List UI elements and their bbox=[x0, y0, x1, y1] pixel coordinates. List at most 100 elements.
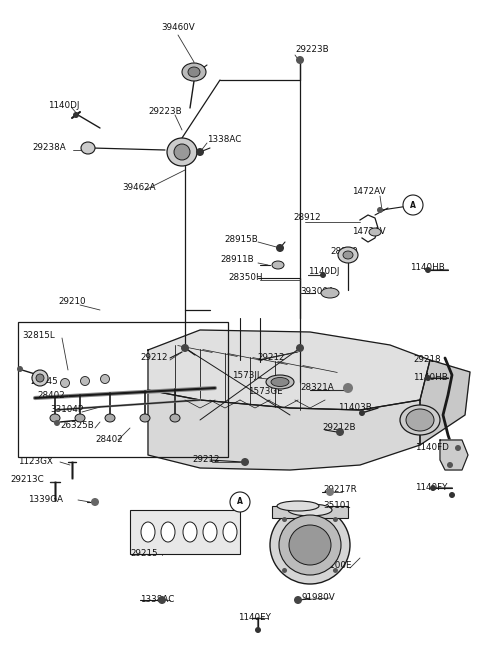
Ellipse shape bbox=[75, 414, 85, 422]
Circle shape bbox=[336, 428, 344, 436]
Ellipse shape bbox=[289, 525, 331, 565]
Ellipse shape bbox=[182, 63, 206, 81]
Text: 1140DJ: 1140DJ bbox=[48, 100, 79, 109]
Circle shape bbox=[230, 492, 250, 512]
Circle shape bbox=[17, 366, 23, 372]
Text: 28912: 28912 bbox=[293, 214, 321, 223]
Text: 1140HB: 1140HB bbox=[413, 373, 448, 383]
Circle shape bbox=[425, 267, 431, 273]
Text: 11403B: 11403B bbox=[338, 403, 372, 413]
Ellipse shape bbox=[60, 379, 70, 388]
Ellipse shape bbox=[100, 375, 109, 383]
Ellipse shape bbox=[161, 522, 175, 542]
Ellipse shape bbox=[81, 377, 89, 386]
Text: 29223B: 29223B bbox=[148, 107, 181, 117]
Circle shape bbox=[282, 517, 287, 522]
Circle shape bbox=[296, 344, 304, 352]
Text: 28350H: 28350H bbox=[228, 274, 263, 282]
Ellipse shape bbox=[343, 251, 353, 259]
Polygon shape bbox=[148, 330, 430, 410]
Text: 1338AC: 1338AC bbox=[207, 136, 241, 145]
Circle shape bbox=[158, 596, 166, 604]
Ellipse shape bbox=[36, 374, 44, 382]
Ellipse shape bbox=[272, 261, 284, 269]
Circle shape bbox=[320, 272, 326, 278]
Circle shape bbox=[333, 517, 338, 522]
Circle shape bbox=[343, 383, 353, 393]
Text: 33104P: 33104P bbox=[50, 405, 83, 415]
Text: 39460V: 39460V bbox=[161, 24, 195, 33]
Text: 28402: 28402 bbox=[95, 436, 123, 445]
Text: 35100E: 35100E bbox=[318, 561, 351, 571]
Ellipse shape bbox=[270, 506, 350, 584]
Ellipse shape bbox=[271, 377, 289, 386]
Circle shape bbox=[196, 148, 204, 156]
Ellipse shape bbox=[170, 414, 180, 422]
Circle shape bbox=[54, 420, 60, 426]
Ellipse shape bbox=[277, 501, 319, 511]
Text: 1472AV: 1472AV bbox=[352, 227, 385, 236]
Text: 29210: 29210 bbox=[58, 297, 85, 307]
Text: 32815L: 32815L bbox=[22, 331, 55, 339]
Ellipse shape bbox=[188, 67, 200, 77]
Text: 1338AC: 1338AC bbox=[140, 595, 174, 605]
Text: 1339GA: 1339GA bbox=[28, 495, 63, 504]
Text: 29212: 29212 bbox=[192, 455, 219, 464]
Text: 29218: 29218 bbox=[413, 356, 441, 364]
Text: 1140FY: 1140FY bbox=[415, 483, 447, 493]
Ellipse shape bbox=[266, 375, 294, 389]
Ellipse shape bbox=[140, 414, 150, 422]
Circle shape bbox=[294, 596, 302, 604]
Text: 26325B: 26325B bbox=[60, 421, 94, 430]
Text: 1573JL: 1573JL bbox=[232, 371, 262, 381]
Ellipse shape bbox=[81, 142, 95, 154]
Circle shape bbox=[276, 244, 284, 252]
Text: A: A bbox=[237, 498, 243, 506]
Text: 1140HB: 1140HB bbox=[410, 263, 445, 272]
Bar bbox=[272, 506, 348, 518]
Circle shape bbox=[455, 445, 461, 451]
Ellipse shape bbox=[141, 522, 155, 542]
Ellipse shape bbox=[223, 522, 237, 542]
Text: 29215: 29215 bbox=[130, 550, 157, 559]
Text: 1140FD: 1140FD bbox=[415, 443, 449, 453]
Ellipse shape bbox=[279, 515, 341, 575]
Text: 29213C: 29213C bbox=[10, 476, 44, 485]
Ellipse shape bbox=[400, 405, 440, 435]
Text: 28910: 28910 bbox=[330, 248, 358, 257]
Ellipse shape bbox=[174, 144, 190, 160]
Circle shape bbox=[73, 112, 79, 118]
Polygon shape bbox=[420, 360, 470, 445]
Ellipse shape bbox=[321, 288, 339, 298]
Ellipse shape bbox=[105, 414, 115, 422]
Ellipse shape bbox=[406, 409, 434, 431]
Bar bbox=[130, 510, 240, 554]
Ellipse shape bbox=[338, 247, 358, 263]
Text: 28915B: 28915B bbox=[224, 236, 258, 244]
Text: 35101: 35101 bbox=[323, 502, 351, 510]
Text: 29212: 29212 bbox=[257, 354, 285, 362]
Text: 28402: 28402 bbox=[37, 392, 65, 400]
Polygon shape bbox=[148, 390, 420, 470]
Circle shape bbox=[296, 56, 304, 64]
Circle shape bbox=[449, 492, 455, 498]
Ellipse shape bbox=[203, 522, 217, 542]
Circle shape bbox=[430, 485, 436, 491]
Polygon shape bbox=[440, 440, 468, 470]
Circle shape bbox=[326, 488, 334, 496]
Text: 29238A: 29238A bbox=[32, 143, 66, 153]
Text: 28911B: 28911B bbox=[220, 255, 253, 265]
Circle shape bbox=[359, 410, 365, 416]
Circle shape bbox=[425, 375, 431, 381]
Circle shape bbox=[377, 207, 383, 213]
Text: 91980V: 91980V bbox=[302, 593, 336, 603]
Text: 39300A: 39300A bbox=[300, 288, 334, 297]
Text: 1472AV: 1472AV bbox=[352, 187, 385, 196]
Ellipse shape bbox=[32, 370, 48, 386]
Text: 29223B: 29223B bbox=[295, 45, 329, 54]
Circle shape bbox=[282, 568, 287, 573]
Text: 28645: 28645 bbox=[30, 377, 58, 386]
Text: 39462A: 39462A bbox=[122, 183, 156, 191]
Circle shape bbox=[241, 458, 249, 466]
Circle shape bbox=[333, 568, 338, 573]
